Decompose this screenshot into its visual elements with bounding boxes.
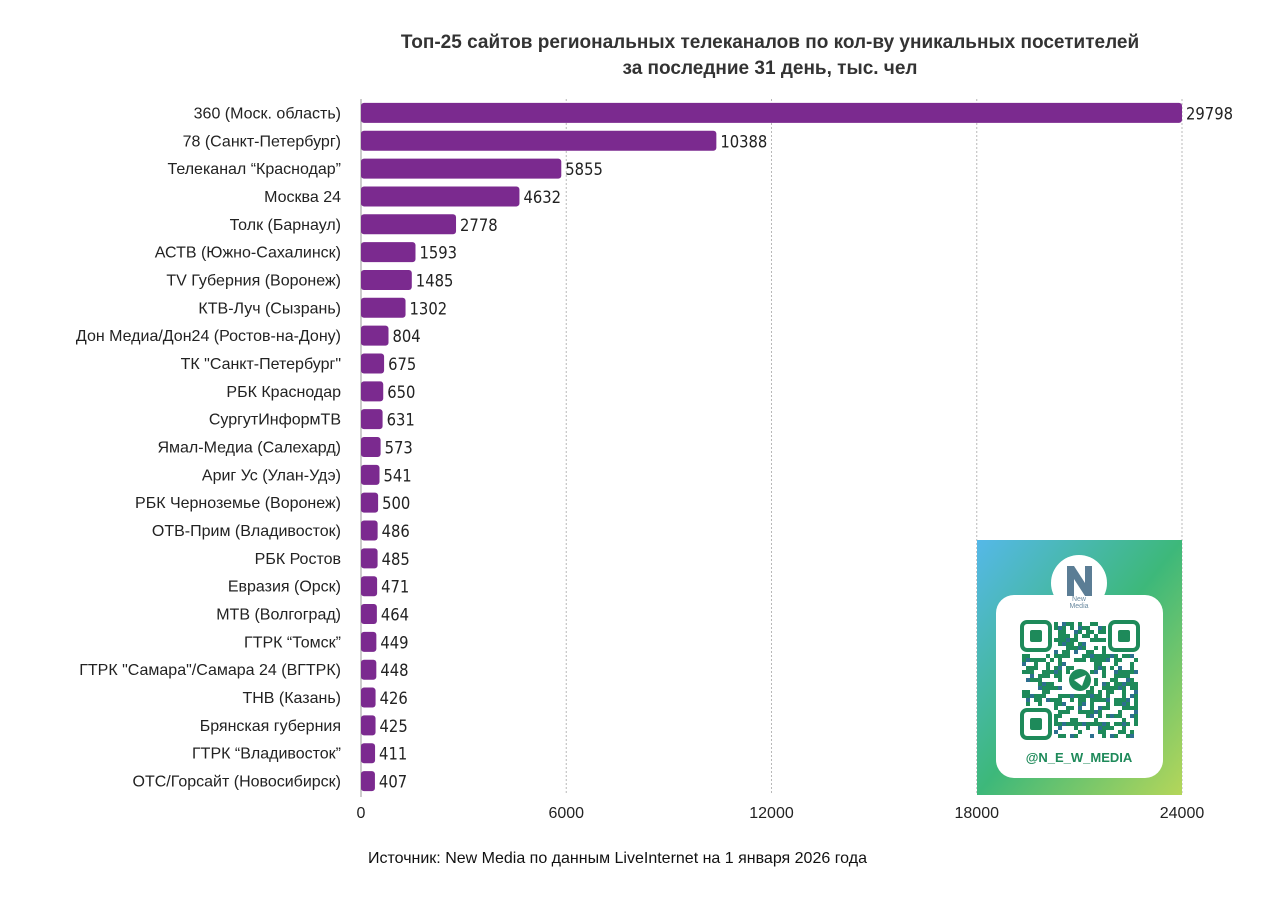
bar [361, 409, 383, 430]
value-label: 675 [388, 355, 416, 375]
category-label: ГТРК "Самара"/Самара 24 (ВГТРК) [79, 662, 341, 679]
category-label: Толк (Барнаул) [230, 217, 341, 234]
category-label: Москва 24 [264, 189, 341, 206]
value-label: 573 [385, 439, 413, 459]
value-label: 471 [381, 578, 409, 598]
bar [361, 381, 384, 402]
bar [361, 102, 1182, 123]
value-label: 5855 [565, 160, 603, 180]
category-label: Телеканал “Краснодар” [167, 161, 341, 178]
value-label: 486 [382, 522, 410, 542]
category-label: ГТРК “Владивосток” [192, 746, 341, 763]
category-label: ТК "Санкт-Петербург" [181, 356, 341, 373]
chart-title-line-1: Топ-25 сайтов региональных телеканалов п… [400, 32, 1140, 53]
value-label: 485 [382, 550, 410, 570]
bar [361, 576, 378, 597]
category-label: Ариг Ус (Улан-Удэ) [202, 467, 341, 484]
source-note: Источник: New Media по данным LiveIntern… [368, 850, 867, 867]
value-label: 1485 [416, 271, 454, 291]
category-label: РБК Черноземье (Воронеж) [135, 495, 341, 512]
bar [361, 520, 378, 541]
category-label: ГТРК “Томск” [244, 634, 341, 651]
bar [361, 269, 412, 290]
value-label: 464 [381, 606, 409, 626]
value-label: 4632 [523, 188, 561, 208]
bar [361, 325, 389, 346]
category-label: КТВ-Луч (Сызрань) [198, 300, 341, 317]
bar [361, 242, 416, 263]
x-tick-label: 18000 [955, 805, 1000, 822]
bar [361, 659, 377, 680]
category-label: TV Губерния (Воронеж) [166, 272, 341, 289]
value-label: 411 [379, 745, 407, 765]
category-label: СургутИнформТВ [209, 412, 341, 429]
value-label: 541 [384, 466, 412, 486]
brand-logo-icon [1067, 566, 1092, 596]
x-tick-label: 6000 [548, 805, 584, 822]
value-label: 448 [380, 661, 408, 681]
brand-name-line-2: Media [1069, 603, 1088, 610]
bar [361, 437, 381, 457]
value-label: 500 [382, 494, 410, 514]
value-label: 804 [393, 327, 421, 347]
bar [361, 631, 377, 652]
bar [361, 492, 379, 513]
category-label: Брянская губерния [200, 718, 341, 735]
bar [361, 771, 375, 792]
category-label: РБК Краснодар [226, 384, 341, 401]
bar [361, 715, 376, 736]
category-label: 360 (Моск. область) [194, 105, 341, 122]
bar [361, 464, 380, 485]
x-tick-label: 24000 [1160, 805, 1205, 822]
value-label: 10388 [720, 132, 767, 152]
x-tick-label: 0 [357, 805, 366, 822]
category-label: Дон Медиа/Дон24 (Ростов-на-Дону) [76, 328, 341, 345]
qr-code-icon[interactable] [1020, 620, 1140, 740]
bar [361, 687, 376, 708]
category-label: ТНВ (Казань) [242, 690, 341, 707]
chart-title-line-2: за последние 31 день, тыс. чел [622, 58, 918, 79]
value-label: 425 [380, 717, 408, 737]
bar [361, 130, 717, 151]
x-tick-label: 12000 [749, 805, 794, 822]
value-label: 407 [379, 773, 407, 793]
bar [361, 186, 520, 207]
category-label: РБК Ростов [255, 551, 341, 568]
category-label: Ямал-Медиа (Салехард) [157, 440, 341, 457]
bar [361, 158, 562, 179]
bars [361, 102, 1182, 792]
bar [361, 297, 406, 318]
category-label: ОТС/Горсайт (Новосибирск) [133, 774, 341, 791]
bar [361, 214, 457, 235]
category-label: ОТВ-Прим (Владивосток) [152, 523, 341, 540]
value-label: 29798 [1186, 104, 1233, 124]
value-label: 2778 [460, 216, 498, 236]
bar [361, 743, 376, 764]
brand-name-line-1: New [1072, 596, 1087, 603]
bar [361, 353, 385, 374]
value-label: 631 [387, 411, 415, 431]
bar [361, 604, 377, 625]
value-label: 1302 [410, 299, 448, 319]
value-label: 426 [380, 689, 408, 709]
value-label: 650 [387, 383, 415, 403]
value-label: 449 [380, 633, 408, 653]
chart-title: Топ-25 сайтов региональных телеканалов п… [370, 30, 1170, 82]
category-label: МТВ (Волгоград) [216, 607, 341, 624]
labels: 360 (Моск. область) 29798 78 (Санкт-Петерб… [76, 104, 1233, 792]
category-label: 78 (Санкт-Петербург) [183, 133, 341, 150]
category-label: Евразия (Орск) [228, 579, 341, 596]
channel-handle[interactable]: @N_E_W_MEDIA [1026, 750, 1133, 765]
category-label: АСТВ (Южно-Сахалинск) [155, 245, 341, 262]
bar [361, 548, 378, 569]
value-label: 1593 [419, 244, 457, 264]
